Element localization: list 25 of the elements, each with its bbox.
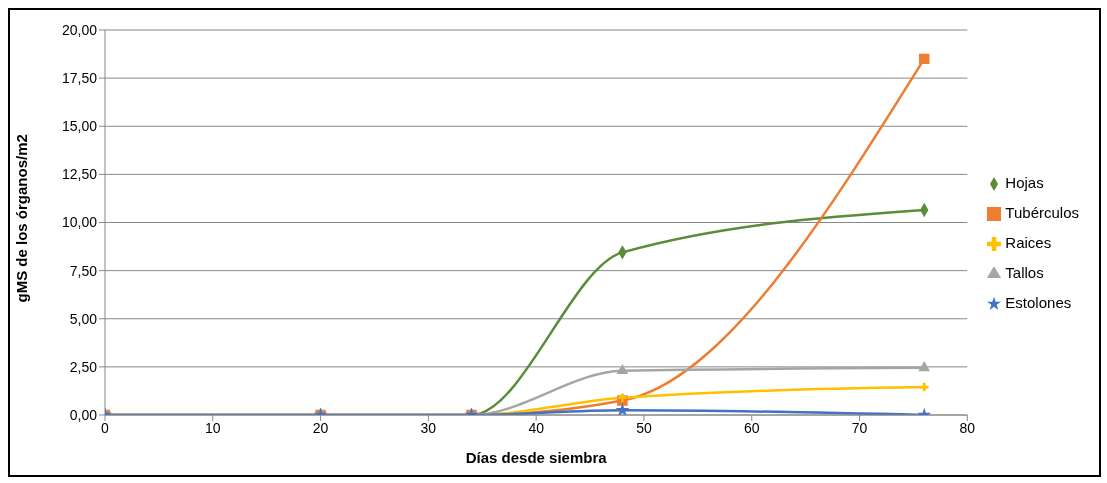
- x-tick-label: 0: [101, 419, 110, 436]
- legend-label: Hojas: [1005, 173, 1044, 191]
- legend-label: Tubérculos: [1005, 203, 1079, 221]
- x-tick-label: 80: [959, 419, 976, 436]
- y-axis-title: gMS de los órganos/m2: [13, 134, 31, 303]
- x-tick-label: 40: [528, 419, 545, 436]
- y-tick-label: 10,00: [61, 214, 98, 231]
- x-tick-label: 20: [312, 419, 329, 436]
- x-tick-label: 60: [743, 419, 760, 436]
- y-tick-label: 12,50: [61, 166, 98, 183]
- y-tick-label: 5,00: [69, 310, 98, 327]
- x-axis-title: Días desde siembra: [465, 449, 608, 466]
- x-tick-label: 10: [205, 419, 221, 436]
- y-tick-label: 20,00: [61, 21, 98, 38]
- legend-label: Raices: [1005, 233, 1052, 251]
- y-tick-label: 15,00: [61, 118, 98, 135]
- y-tick-label: 0,00: [69, 406, 98, 423]
- legend-label: Estolones: [1005, 293, 1072, 311]
- y-tick-label: 2,50: [69, 358, 98, 375]
- y-tick-label: 7,50: [69, 262, 98, 279]
- legend-label: Tallos: [1005, 263, 1044, 281]
- x-tick-label: 50: [636, 419, 652, 436]
- x-tick-label: 30: [420, 419, 437, 436]
- x-tick-label: 70: [851, 419, 868, 436]
- y-tick-label: 17,50: [61, 70, 98, 87]
